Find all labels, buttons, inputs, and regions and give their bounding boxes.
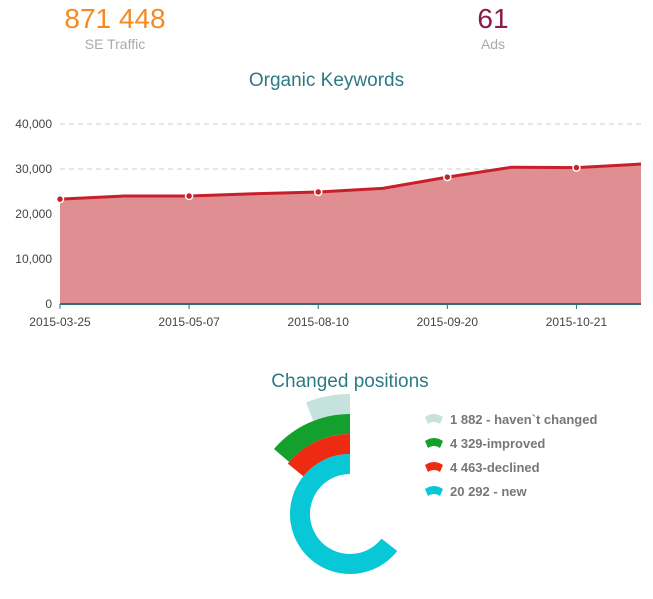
data-point[interactable] <box>184 191 194 201</box>
legend-swatch-icon <box>425 438 443 448</box>
y-tick-label: 30,000 <box>15 162 52 176</box>
y-tick-label: 10,000 <box>15 252 52 266</box>
y-tick-label: 20,000 <box>15 207 52 221</box>
x-tick-label: 2015-05-07 <box>158 315 220 329</box>
legend-label: 20 292 - new <box>450 483 527 499</box>
kpi-se-traffic: 871 448 SE Traffic <box>15 3 215 53</box>
radial-bar[interactable] <box>287 434 350 477</box>
x-tick-label: 2015-09-20 <box>417 315 479 329</box>
x-tick-label: 2015-10-21 <box>546 315 608 329</box>
legend-item[interactable]: 4 463-declined <box>424 455 597 479</box>
data-point[interactable] <box>55 194 65 204</box>
kpi-label: Ads <box>480 36 506 52</box>
legend-swatch-icon <box>425 414 443 424</box>
organic-keywords-title: Organic Keywords <box>248 70 405 91</box>
x-tick-label: 2015-08-10 <box>288 315 350 329</box>
data-point[interactable] <box>572 163 581 172</box>
kpi-value: 871 448 <box>64 3 166 34</box>
legend-swatch-icon <box>425 486 443 496</box>
legend-label: 4 329-improved <box>450 435 546 451</box>
radial-bar[interactable] <box>290 454 398 574</box>
legend-item[interactable]: 1 882 - haven`t changed <box>424 407 597 431</box>
legend-item[interactable]: 20 292 - new <box>424 479 597 503</box>
legend-swatch-icon <box>425 462 443 472</box>
organic-keywords-chart: 0 10,000 20,000 30,000 40,000 2015-03-25 2015-… <box>15 117 642 329</box>
kpi-ads: 61 Ads <box>393 3 593 53</box>
changed-positions-title: Changed positions <box>271 371 429 392</box>
y-tick-label: 0 <box>45 297 52 311</box>
area-fill <box>60 164 641 304</box>
y-tick-label: 40,000 <box>15 117 52 131</box>
legend-label: 4 463-declined <box>450 459 540 475</box>
legend-item[interactable]: 4 329-improved <box>424 431 597 455</box>
changed-positions-legend: 1 882 - haven`t changed 4 329-improved 4 4… <box>424 407 597 503</box>
radial-bar[interactable] <box>305 394 350 421</box>
series-line <box>59 162 642 201</box>
radial-bar[interactable] <box>273 414 350 463</box>
data-point[interactable] <box>443 172 452 182</box>
x-tick-label: 2015-03-25 <box>29 315 91 329</box>
kpi-label: SE Traffic <box>84 36 146 52</box>
data-point[interactable] <box>313 187 323 197</box>
kpi-value: 61 <box>477 3 509 34</box>
legend-label: 1 882 - haven`t changed <box>450 411 598 427</box>
